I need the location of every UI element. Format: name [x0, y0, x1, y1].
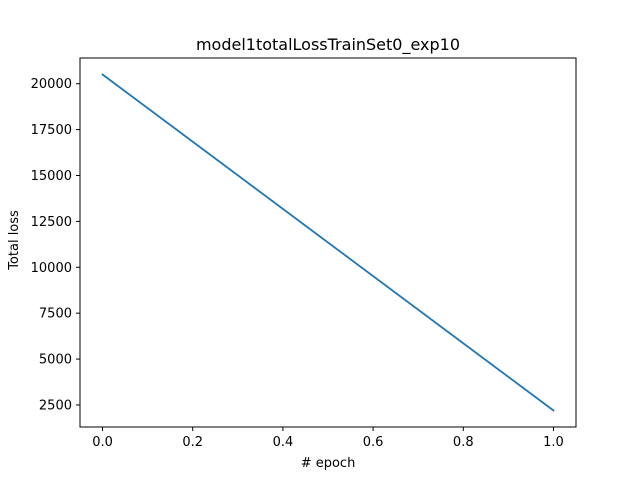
- y-tick-label: 20000: [31, 77, 72, 92]
- x-tick-label: 1.0: [543, 435, 564, 450]
- chart-title: model1totalLossTrainSet0_exp10: [196, 35, 460, 55]
- y-tick-label: 15000: [31, 169, 72, 184]
- y-tick-label: 10000: [31, 261, 72, 276]
- y-tick-label: 17500: [31, 123, 72, 138]
- x-tick-label: 0.4: [273, 435, 294, 450]
- x-tick-label: 0.8: [453, 435, 474, 450]
- y-tick-label: 2500: [39, 398, 72, 413]
- x-axis-ticks: 0.0 0.2 0.4 0.6 0.8 1.0: [92, 427, 564, 450]
- y-tick-label: 12500: [31, 215, 72, 230]
- series-line-0: [101, 73, 555, 412]
- y-tick-label: 7500: [39, 307, 72, 322]
- y-tick-label: 5000: [39, 353, 72, 368]
- x-tick-label: 0.0: [92, 435, 113, 450]
- y-axis-label: Total loss: [7, 210, 22, 271]
- x-axis-label: # epoch: [301, 456, 356, 471]
- x-tick-label: 0.6: [363, 435, 384, 450]
- x-tick-label: 0.2: [182, 435, 203, 450]
- plot-area: [101, 73, 555, 412]
- y-axis-ticks: 2500 5000 7500 10000 12500 15000 17500 20000: [31, 77, 80, 413]
- plot-frame: [79, 57, 577, 428]
